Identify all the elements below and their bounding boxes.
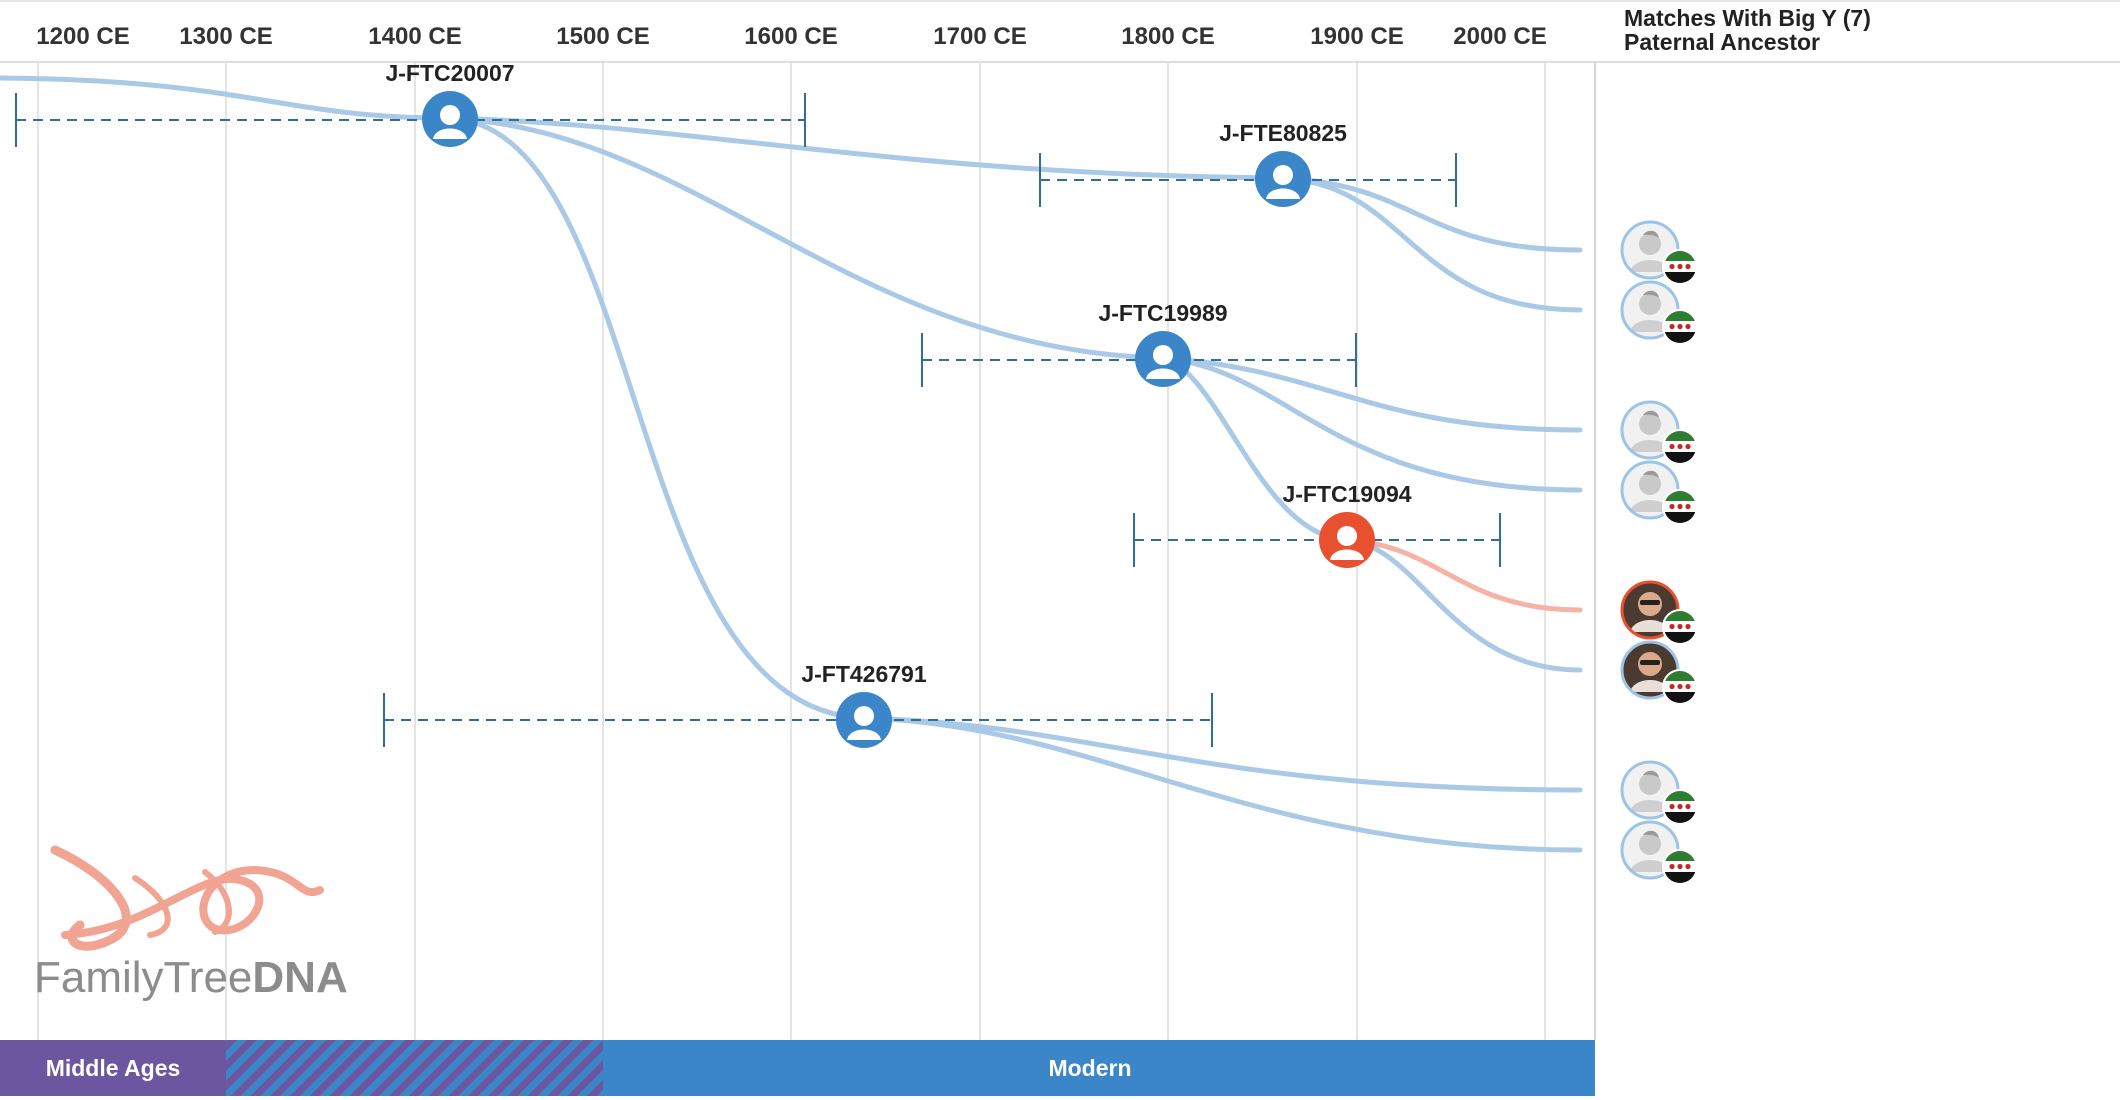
match-avatar[interactable] <box>1620 640 1698 705</box>
match-avatar[interactable] <box>1620 400 1698 465</box>
flag-icon <box>1662 489 1698 525</box>
person-silhouette-icon <box>1639 293 1661 315</box>
era-modern <box>603 1040 1595 1096</box>
match-avatar[interactable] <box>1620 580 1698 645</box>
flag-icon <box>1662 429 1698 465</box>
node-label: J-FTC19989 <box>1098 300 1227 326</box>
tick-label: 1200 CE <box>36 23 129 50</box>
branch-curve <box>1160 355 1583 433</box>
branch-lines <box>0 75 1583 853</box>
tick-label: 1300 CE <box>179 23 272 50</box>
era-label: Modern <box>1048 1055 1131 1081</box>
matches-count-label: Matches With Big Y (7) <box>1624 5 1871 31</box>
range-j-ftc20007 <box>15 93 806 147</box>
match-avatar[interactable] <box>1620 280 1698 345</box>
branch-curve <box>861 715 1583 793</box>
confidence-ranges <box>15 93 1501 747</box>
logo-text: FamilyTreeDNA <box>34 953 348 1002</box>
tick-label: 2000 CE <box>1453 23 1546 50</box>
timeline-gridlines <box>37 62 1546 1040</box>
node-j-ftc19989[interactable]: J-FTC19989 <box>1098 300 1228 387</box>
flag-icon <box>1662 309 1698 345</box>
node-label: J-FTE80825 <box>1219 120 1347 146</box>
branch-curve <box>1160 355 1583 493</box>
node-j-ft426791[interactable]: J-FT426791 <box>801 661 927 748</box>
node-j-ftc19094[interactable]: J-FTC19094 <box>1282 481 1412 568</box>
node-label: J-FT426791 <box>801 661 927 687</box>
paternal-ancestor-label: Paternal Ancestor <box>1624 29 1820 55</box>
match-avatar[interactable] <box>1620 460 1698 525</box>
node-label: J-FTC20007 <box>385 60 514 86</box>
branch-curve <box>445 115 1166 361</box>
match-avatar[interactable] <box>1620 760 1698 825</box>
branch-curve <box>1279 175 1583 313</box>
timeline-axis: 1200 CE 1300 CE 1400 CE 1500 CE 1600 CE … <box>36 23 1546 50</box>
match-avatar[interactable] <box>1620 220 1698 285</box>
era-label: Middle Ages <box>46 1055 181 1081</box>
branch-curve <box>0 75 451 121</box>
branch-curve <box>445 115 867 721</box>
era-bar: Middle Ages Modern <box>0 1040 1595 1096</box>
flag-icon <box>1662 789 1698 825</box>
person-silhouette-icon <box>1639 233 1661 255</box>
branch-curve <box>861 715 1583 853</box>
range-j-fte80825 <box>1039 153 1457 207</box>
match-avatar[interactable] <box>1620 820 1698 885</box>
person-silhouette-icon <box>1639 833 1661 855</box>
range-j-ftc19094 <box>1133 513 1501 567</box>
person-silhouette-icon <box>1639 773 1661 795</box>
node-j-fte80825[interactable]: J-FTE80825 <box>1219 120 1347 207</box>
person-silhouette-icon <box>1639 473 1661 495</box>
range-j-ft426791 <box>383 693 1213 747</box>
branch-curve <box>445 115 1285 181</box>
node-j-ftc20007[interactable]: J-FTC20007 <box>385 60 515 147</box>
flag-icon <box>1662 669 1698 705</box>
tick-label: 1700 CE <box>933 23 1026 50</box>
familytreedna-logo: FamilyTreeDNA <box>34 845 348 1002</box>
flag-icon <box>1662 849 1698 885</box>
person-silhouette-icon <box>1639 413 1661 435</box>
tick-label: 1600 CE <box>744 23 837 50</box>
match-list <box>1620 220 1698 885</box>
matches-header: Matches With Big Y (7) Paternal Ancestor <box>1624 6 1871 54</box>
era-middle-ages <box>0 1040 226 1096</box>
flag-icon <box>1662 609 1698 645</box>
tick-label: 1900 CE <box>1310 23 1403 50</box>
flag-icon <box>1662 249 1698 285</box>
era-transition <box>226 1040 603 1096</box>
branch-curve-highlighted <box>1343 537 1583 613</box>
node-label: J-FTC19094 <box>1282 481 1411 507</box>
tick-label: 1800 CE <box>1121 23 1214 50</box>
tick-label: 1500 CE <box>556 23 649 50</box>
range-j-ftc19989 <box>921 333 1357 387</box>
branch-curve <box>1279 175 1583 253</box>
tick-label: 1400 CE <box>368 23 461 50</box>
